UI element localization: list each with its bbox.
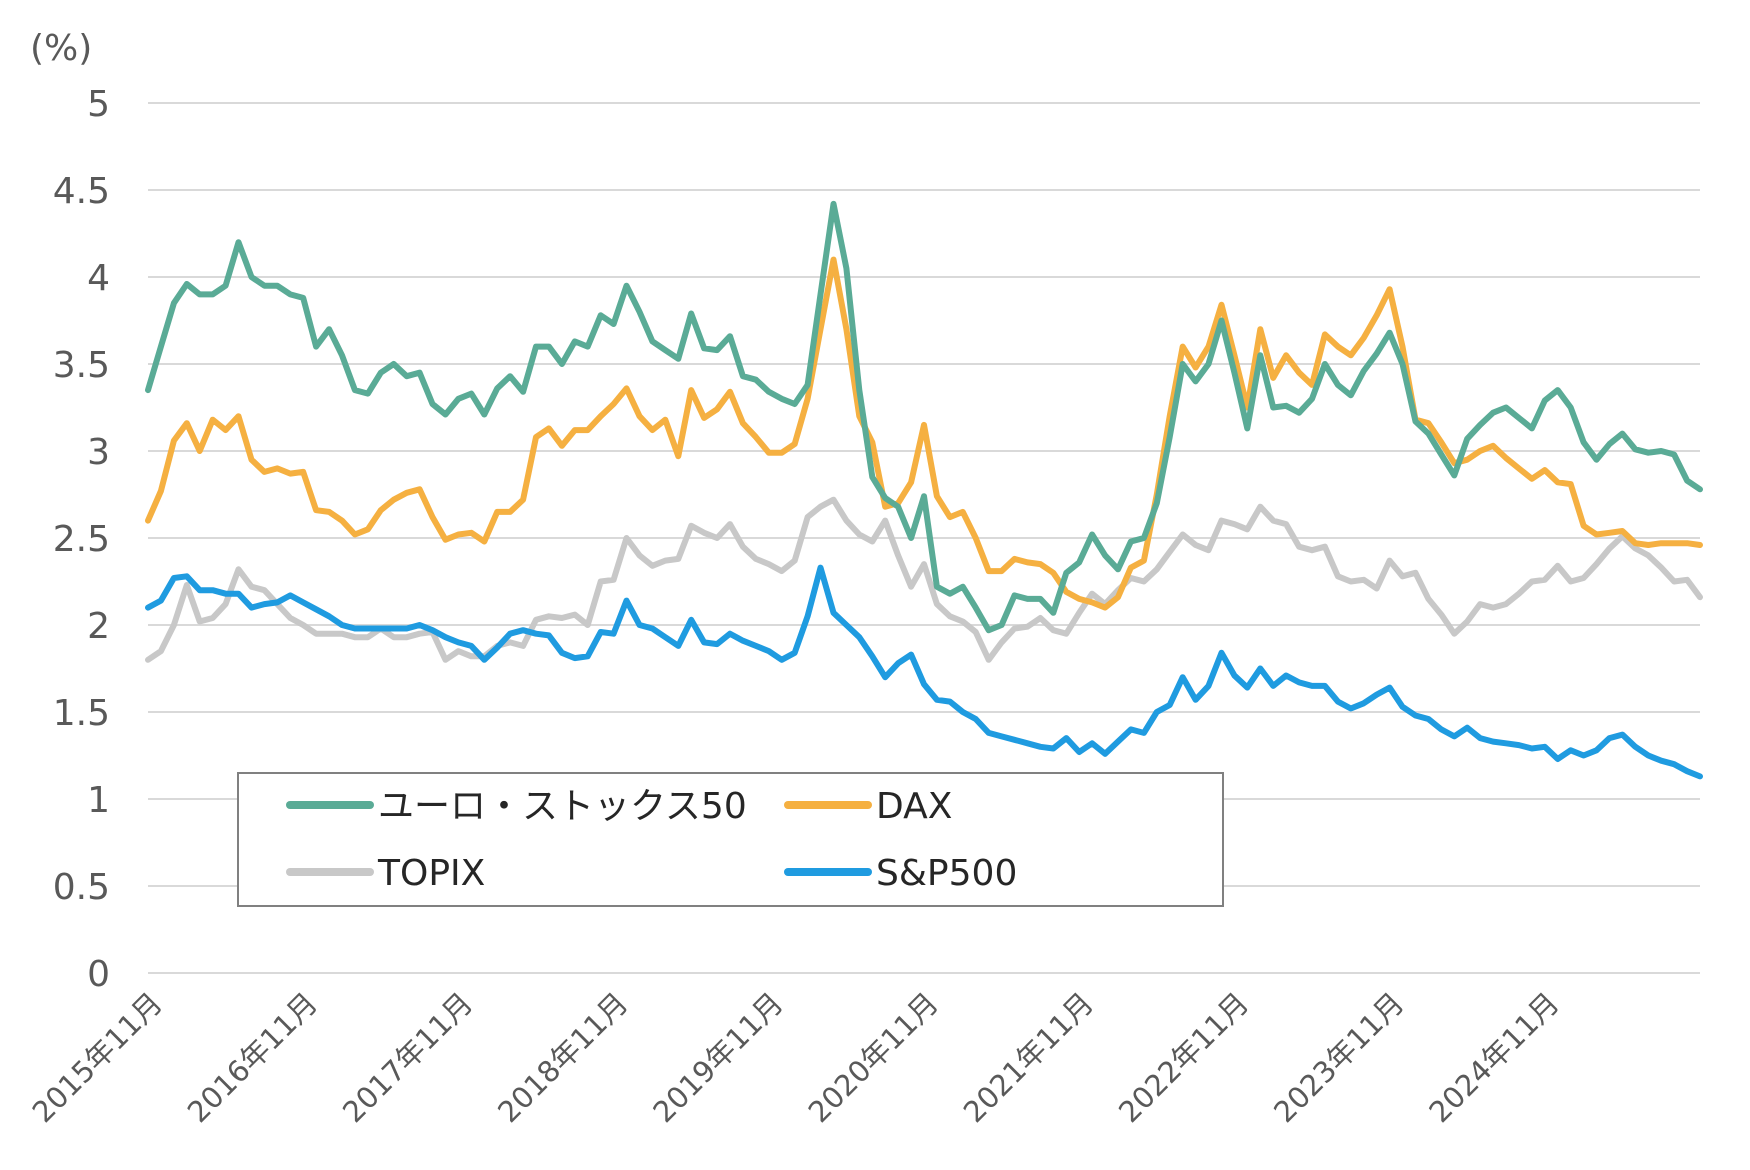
y-axis-ticks: 5 4.5 4 3.5 3 2.5 2 1.5 1 0.5 0: [53, 84, 110, 995]
y-tick-label: 0: [87, 954, 110, 995]
y-tick-label: 1.5: [53, 693, 110, 734]
series-line-sp500: [145, 564, 1703, 780]
series-line-eurostoxx: [145, 200, 1703, 634]
y-tick-label: 3.5: [53, 345, 110, 386]
series-line-topix: [145, 496, 1703, 663]
y-tick-label: 4: [87, 258, 110, 299]
y-tick-label: 5: [87, 84, 110, 125]
series-line-dax: [145, 256, 1703, 611]
legend-label-topix: TOPIX: [377, 853, 485, 894]
y-tick-label: 0.5: [53, 867, 110, 908]
y-tick-label: 3: [87, 432, 110, 473]
legend: ユーロ・ストックス50 DAX TOPIX S&P500: [237, 772, 1224, 907]
legend-label-sp500: S&P500: [876, 853, 1017, 894]
legend-label-dax: DAX: [876, 786, 952, 827]
legend-box: [237, 772, 1224, 907]
legend-label-eurostoxx: ユーロ・ストックス50: [378, 786, 747, 827]
series-lines: [145, 200, 1703, 780]
y-tick-label: 2.5: [53, 519, 110, 560]
y-tick-label: 1: [87, 780, 110, 821]
y-tick-label: 2: [87, 606, 110, 647]
y-axis-unit-label: (%): [30, 28, 92, 69]
y-tick-label: 4.5: [53, 171, 110, 212]
